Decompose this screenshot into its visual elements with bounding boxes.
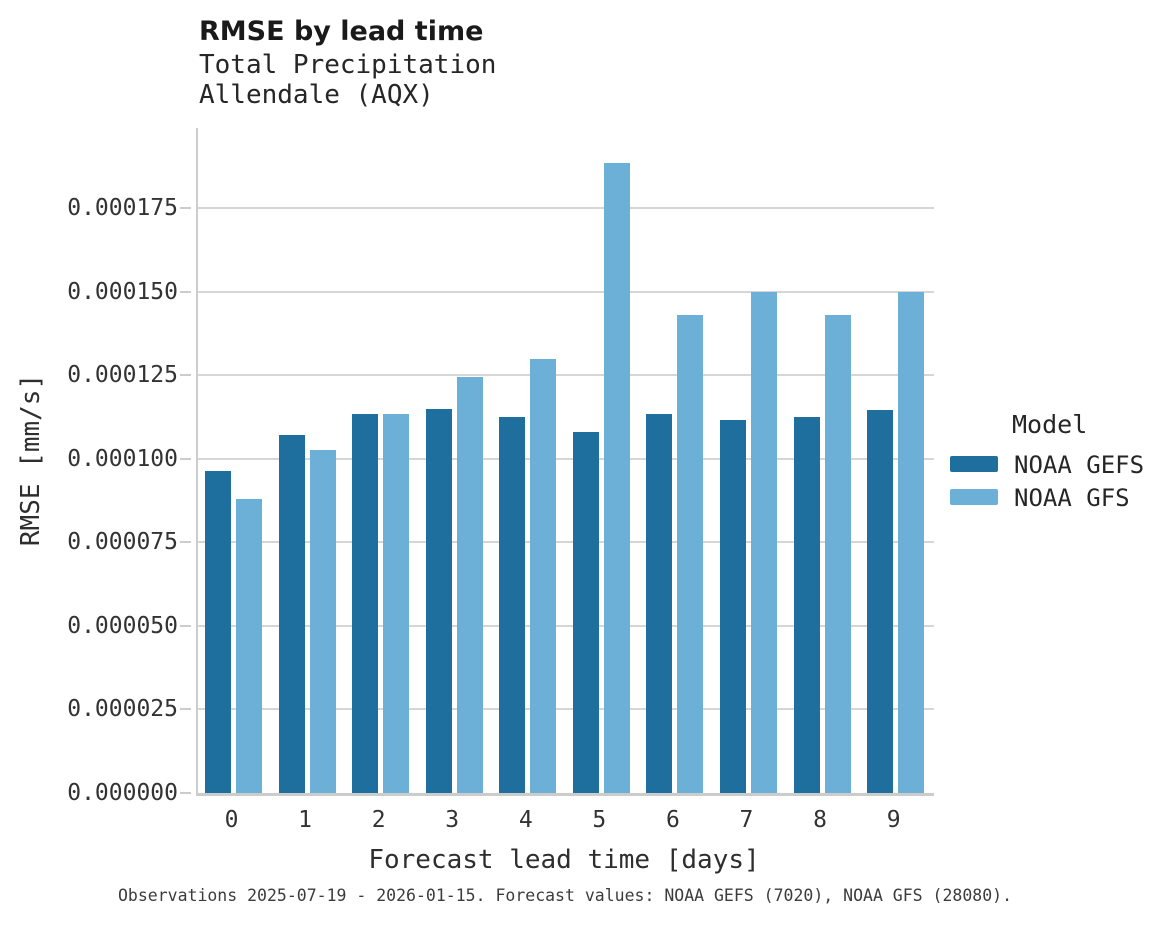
x-tick-label: 1 [298,807,312,833]
x-tick-label: 4 [518,807,533,833]
legend-label: NOAA GEFS [1014,451,1145,479]
x-tick-label: 9 [886,807,901,833]
bar-noaa-gefs-day-2 [352,413,379,793]
y-tick-label: 0.000150 [67,278,178,305]
gridline [198,374,934,377]
bar-noaa-gefs-day-7 [719,420,746,793]
x-tick-label: 0 [224,807,239,833]
y-tick-label: 0.000125 [67,362,178,389]
x-tick-label: 5 [592,807,607,833]
x-axis-title: Forecast lead time [days] [368,845,760,875]
bar-noaa-gfs-day-0 [236,498,262,793]
y-tick-mark [180,792,191,794]
gridline [198,457,934,460]
y-tick-label: 0.000075 [67,529,178,556]
bar-noaa-gefs-day-9 [867,410,894,793]
y-tick-label: 0.000025 [67,696,178,723]
y-tick-label: 0.000175 [67,195,178,222]
chart-title: RMSE by lead time [199,16,484,47]
bar-noaa-gfs-day-8 [824,315,851,793]
x-tick-label: 8 [813,807,827,833]
x-tick-label: 3 [445,807,460,833]
bar-noaa-gfs-day-9 [898,291,925,793]
plot-area [196,128,934,796]
x-tick-label: 6 [665,807,680,833]
y-axis-title: RMSE [mm/s] [16,373,46,547]
bar-noaa-gfs-day-5 [603,163,630,793]
legend-swatch [950,456,998,472]
bar-noaa-gefs-day-4 [499,417,526,793]
legend-swatch [950,489,998,505]
bar-noaa-gfs-day-1 [309,450,336,793]
bar-noaa-gfs-day-6 [677,315,704,793]
chart-subtitle-line1: Total Precipitation [199,50,497,80]
gridline [198,290,934,293]
legend-title: Model [1012,410,1088,439]
bar-noaa-gfs-day-4 [530,358,557,793]
y-tick-mark [180,290,191,293]
bar-noaa-gfs-day-3 [456,376,483,793]
gridline [198,207,934,210]
legend-label: NOAA GFS [1014,484,1130,512]
bar-noaa-gefs-day-1 [278,435,305,793]
y-tick-mark [180,541,191,544]
x-tick-label: 7 [739,807,754,833]
bar-noaa-gefs-day-6 [646,413,673,793]
bar-noaa-gefs-day-5 [572,432,599,793]
y-tick-label: 0.000050 [67,612,178,639]
gridline [198,708,934,711]
y-tick-mark [180,457,191,460]
bar-noaa-gfs-day-7 [750,291,777,793]
gridline [198,624,934,627]
bar-noaa-gefs-day-8 [793,417,820,793]
y-tick-mark [180,207,191,210]
x-tick-label: 2 [371,807,386,833]
bar-noaa-gfs-day-2 [383,413,410,793]
bar-noaa-gefs-day-3 [425,408,452,793]
caption: Observations 2025-07-19 - 2026-01-15. Fo… [117,886,1013,905]
bar-noaa-gefs-day-0 [205,470,231,793]
gridline [198,541,934,544]
y-tick-label: 0.000000 [67,780,178,806]
chart-subtitle-line2: Allendale (AQX) [199,80,434,110]
y-tick-label: 0.000100 [67,445,178,472]
y-tick-mark [180,624,191,627]
y-tick-mark [180,708,191,711]
y-tick-mark [180,374,191,377]
